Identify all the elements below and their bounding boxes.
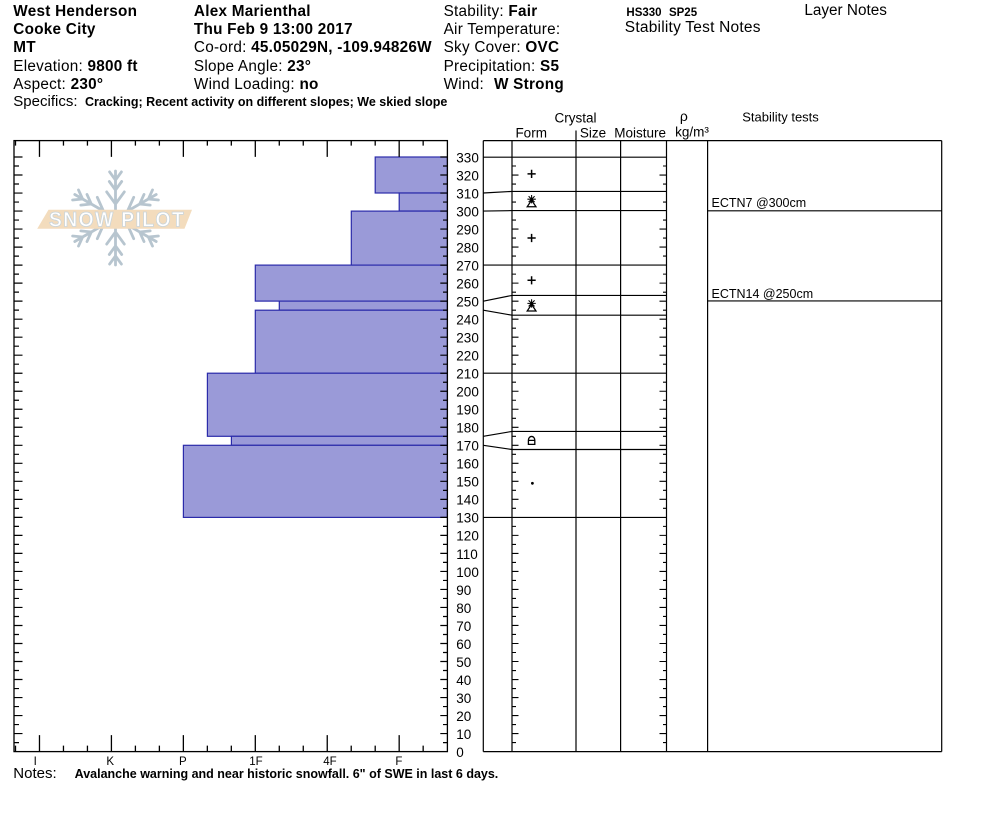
- svg-text:Crystal: Crystal: [554, 110, 596, 125]
- svg-text:310: 310: [456, 186, 479, 201]
- svg-text:220: 220: [456, 349, 479, 364]
- svg-text:190: 190: [456, 403, 479, 418]
- svg-text:280: 280: [456, 240, 479, 255]
- svg-text:Stability tests: Stability tests: [742, 110, 819, 125]
- svg-text:F: F: [395, 756, 402, 768]
- svg-text:ρ: ρ: [680, 108, 688, 124]
- svg-text:330: 330: [456, 150, 479, 165]
- svg-text:210: 210: [456, 367, 479, 382]
- svg-text:160: 160: [456, 457, 479, 472]
- svg-text:P: P: [179, 756, 187, 768]
- svg-text:170: 170: [456, 439, 479, 454]
- svg-text:kg/m³: kg/m³: [675, 125, 709, 140]
- svg-text:270: 270: [456, 259, 479, 274]
- svg-text:30: 30: [456, 691, 471, 706]
- svg-text:110: 110: [456, 547, 478, 562]
- svg-text:290: 290: [456, 222, 479, 237]
- svg-text:240: 240: [456, 313, 479, 328]
- svg-text:100: 100: [456, 565, 479, 580]
- svg-text:Size: Size: [580, 126, 606, 141]
- svg-text:ECTN14 @250cm: ECTN14 @250cm: [712, 287, 814, 301]
- svg-text:90: 90: [456, 583, 471, 598]
- svg-text:230: 230: [456, 331, 479, 346]
- svg-text:200: 200: [456, 385, 479, 400]
- svg-text:50: 50: [456, 655, 471, 670]
- svg-text:0: 0: [456, 745, 464, 760]
- svg-text:60: 60: [456, 637, 471, 652]
- svg-text:Moisture: Moisture: [614, 126, 666, 141]
- svg-text:ECTN7 @300cm: ECTN7 @300cm: [712, 196, 807, 210]
- svg-text:1F: 1F: [249, 756, 262, 768]
- svg-text:120: 120: [456, 529, 479, 544]
- svg-text:300: 300: [456, 204, 479, 219]
- svg-text:Form: Form: [515, 126, 547, 141]
- svg-text:10: 10: [456, 727, 471, 742]
- svg-text:4F: 4F: [323, 756, 336, 768]
- svg-text:180: 180: [456, 421, 479, 436]
- svg-text:250: 250: [456, 295, 479, 310]
- svg-text:150: 150: [456, 475, 479, 490]
- svg-text:K: K: [106, 756, 114, 768]
- svg-text:70: 70: [456, 619, 471, 634]
- svg-text:40: 40: [456, 673, 471, 688]
- svg-text:140: 140: [456, 493, 479, 508]
- svg-text:SNOW PILOT: SNOW PILOT: [49, 209, 185, 232]
- svg-text:I: I: [34, 756, 37, 768]
- svg-text:80: 80: [456, 601, 471, 616]
- svg-text:320: 320: [456, 168, 479, 183]
- svg-text:20: 20: [456, 709, 471, 724]
- svg-text:130: 130: [456, 511, 479, 526]
- svg-text:260: 260: [456, 277, 479, 292]
